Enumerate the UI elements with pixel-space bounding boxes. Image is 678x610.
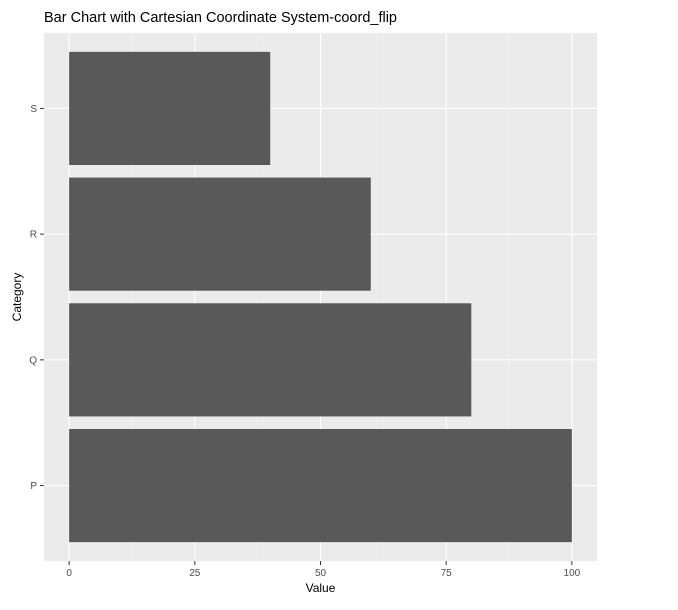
y-tick-label: Q [29,355,37,366]
x-tick-label: 0 [66,568,72,579]
bar-q [69,303,472,417]
x-axis: 0 25 50 75 100 [66,561,581,579]
y-tick-label: R [30,230,37,241]
y-axis: P Q R S [29,104,44,492]
chart-title: Bar Chart with Cartesian Coordinate Syst… [44,10,397,26]
bar-p [69,429,572,543]
bar-r [69,177,371,291]
y-tick-label: P [30,481,37,492]
bars [69,51,572,543]
y-tick-label: S [30,104,37,115]
x-tick-label: 100 [564,568,581,579]
x-tick-label: 25 [189,568,201,579]
x-tick-label: 50 [315,568,327,579]
y-axis-title: Category [10,273,24,322]
x-tick-label: 75 [441,568,453,579]
x-axis-title: Value [306,581,336,595]
bar-s [69,51,271,165]
